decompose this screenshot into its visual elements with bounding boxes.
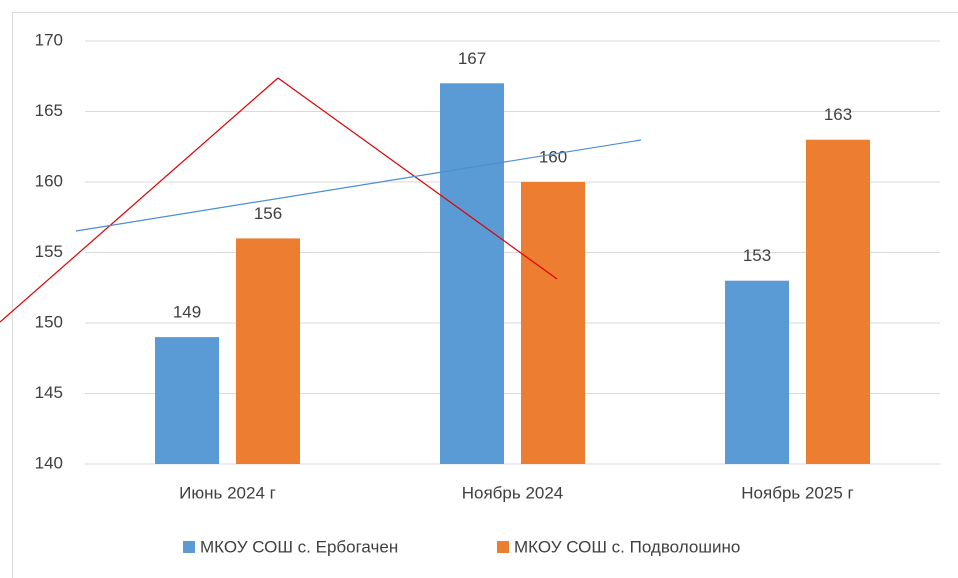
data-label: 153 xyxy=(743,246,771,265)
data-label: 163 xyxy=(824,105,852,124)
y-tick-label: 160 xyxy=(35,171,63,190)
chart-frame xyxy=(12,12,958,578)
data-label: 167 xyxy=(458,49,486,68)
drawn-line xyxy=(0,77,279,323)
drawn-line xyxy=(75,139,642,232)
data-label: 149 xyxy=(173,303,201,322)
bar xyxy=(440,83,504,465)
legend-label: МКОУ СОШ с. Подволошино xyxy=(514,537,740,556)
legend-label: МКОУ СОШ с. Ербогачен xyxy=(200,537,398,556)
x-tick-label: Ноябрь 2024 xyxy=(462,483,564,502)
plot-area: 140 145 150 155 160 165 170 Июнь 2024 г 149 156 Но… xyxy=(35,30,940,556)
y-tick-label: 140 xyxy=(35,453,63,472)
legend-swatch xyxy=(497,541,509,553)
y-tick-label: 170 xyxy=(35,30,63,49)
y-tick-label: 155 xyxy=(35,242,63,261)
bar xyxy=(725,280,789,464)
y-tick-label: 145 xyxy=(35,383,63,402)
bar xyxy=(236,238,300,464)
drawn-line xyxy=(277,77,558,280)
x-tick-label: Июнь 2024 г xyxy=(179,483,276,502)
y-tick-label: 165 xyxy=(35,101,63,120)
bar xyxy=(155,337,219,464)
bar xyxy=(521,182,585,464)
data-label: 160 xyxy=(539,147,567,166)
x-tick-label: Ноябрь 2025 г xyxy=(741,483,853,502)
bar xyxy=(806,139,870,464)
data-label: 156 xyxy=(254,204,282,223)
legend-swatch xyxy=(183,541,195,553)
y-tick-label: 150 xyxy=(35,312,63,331)
